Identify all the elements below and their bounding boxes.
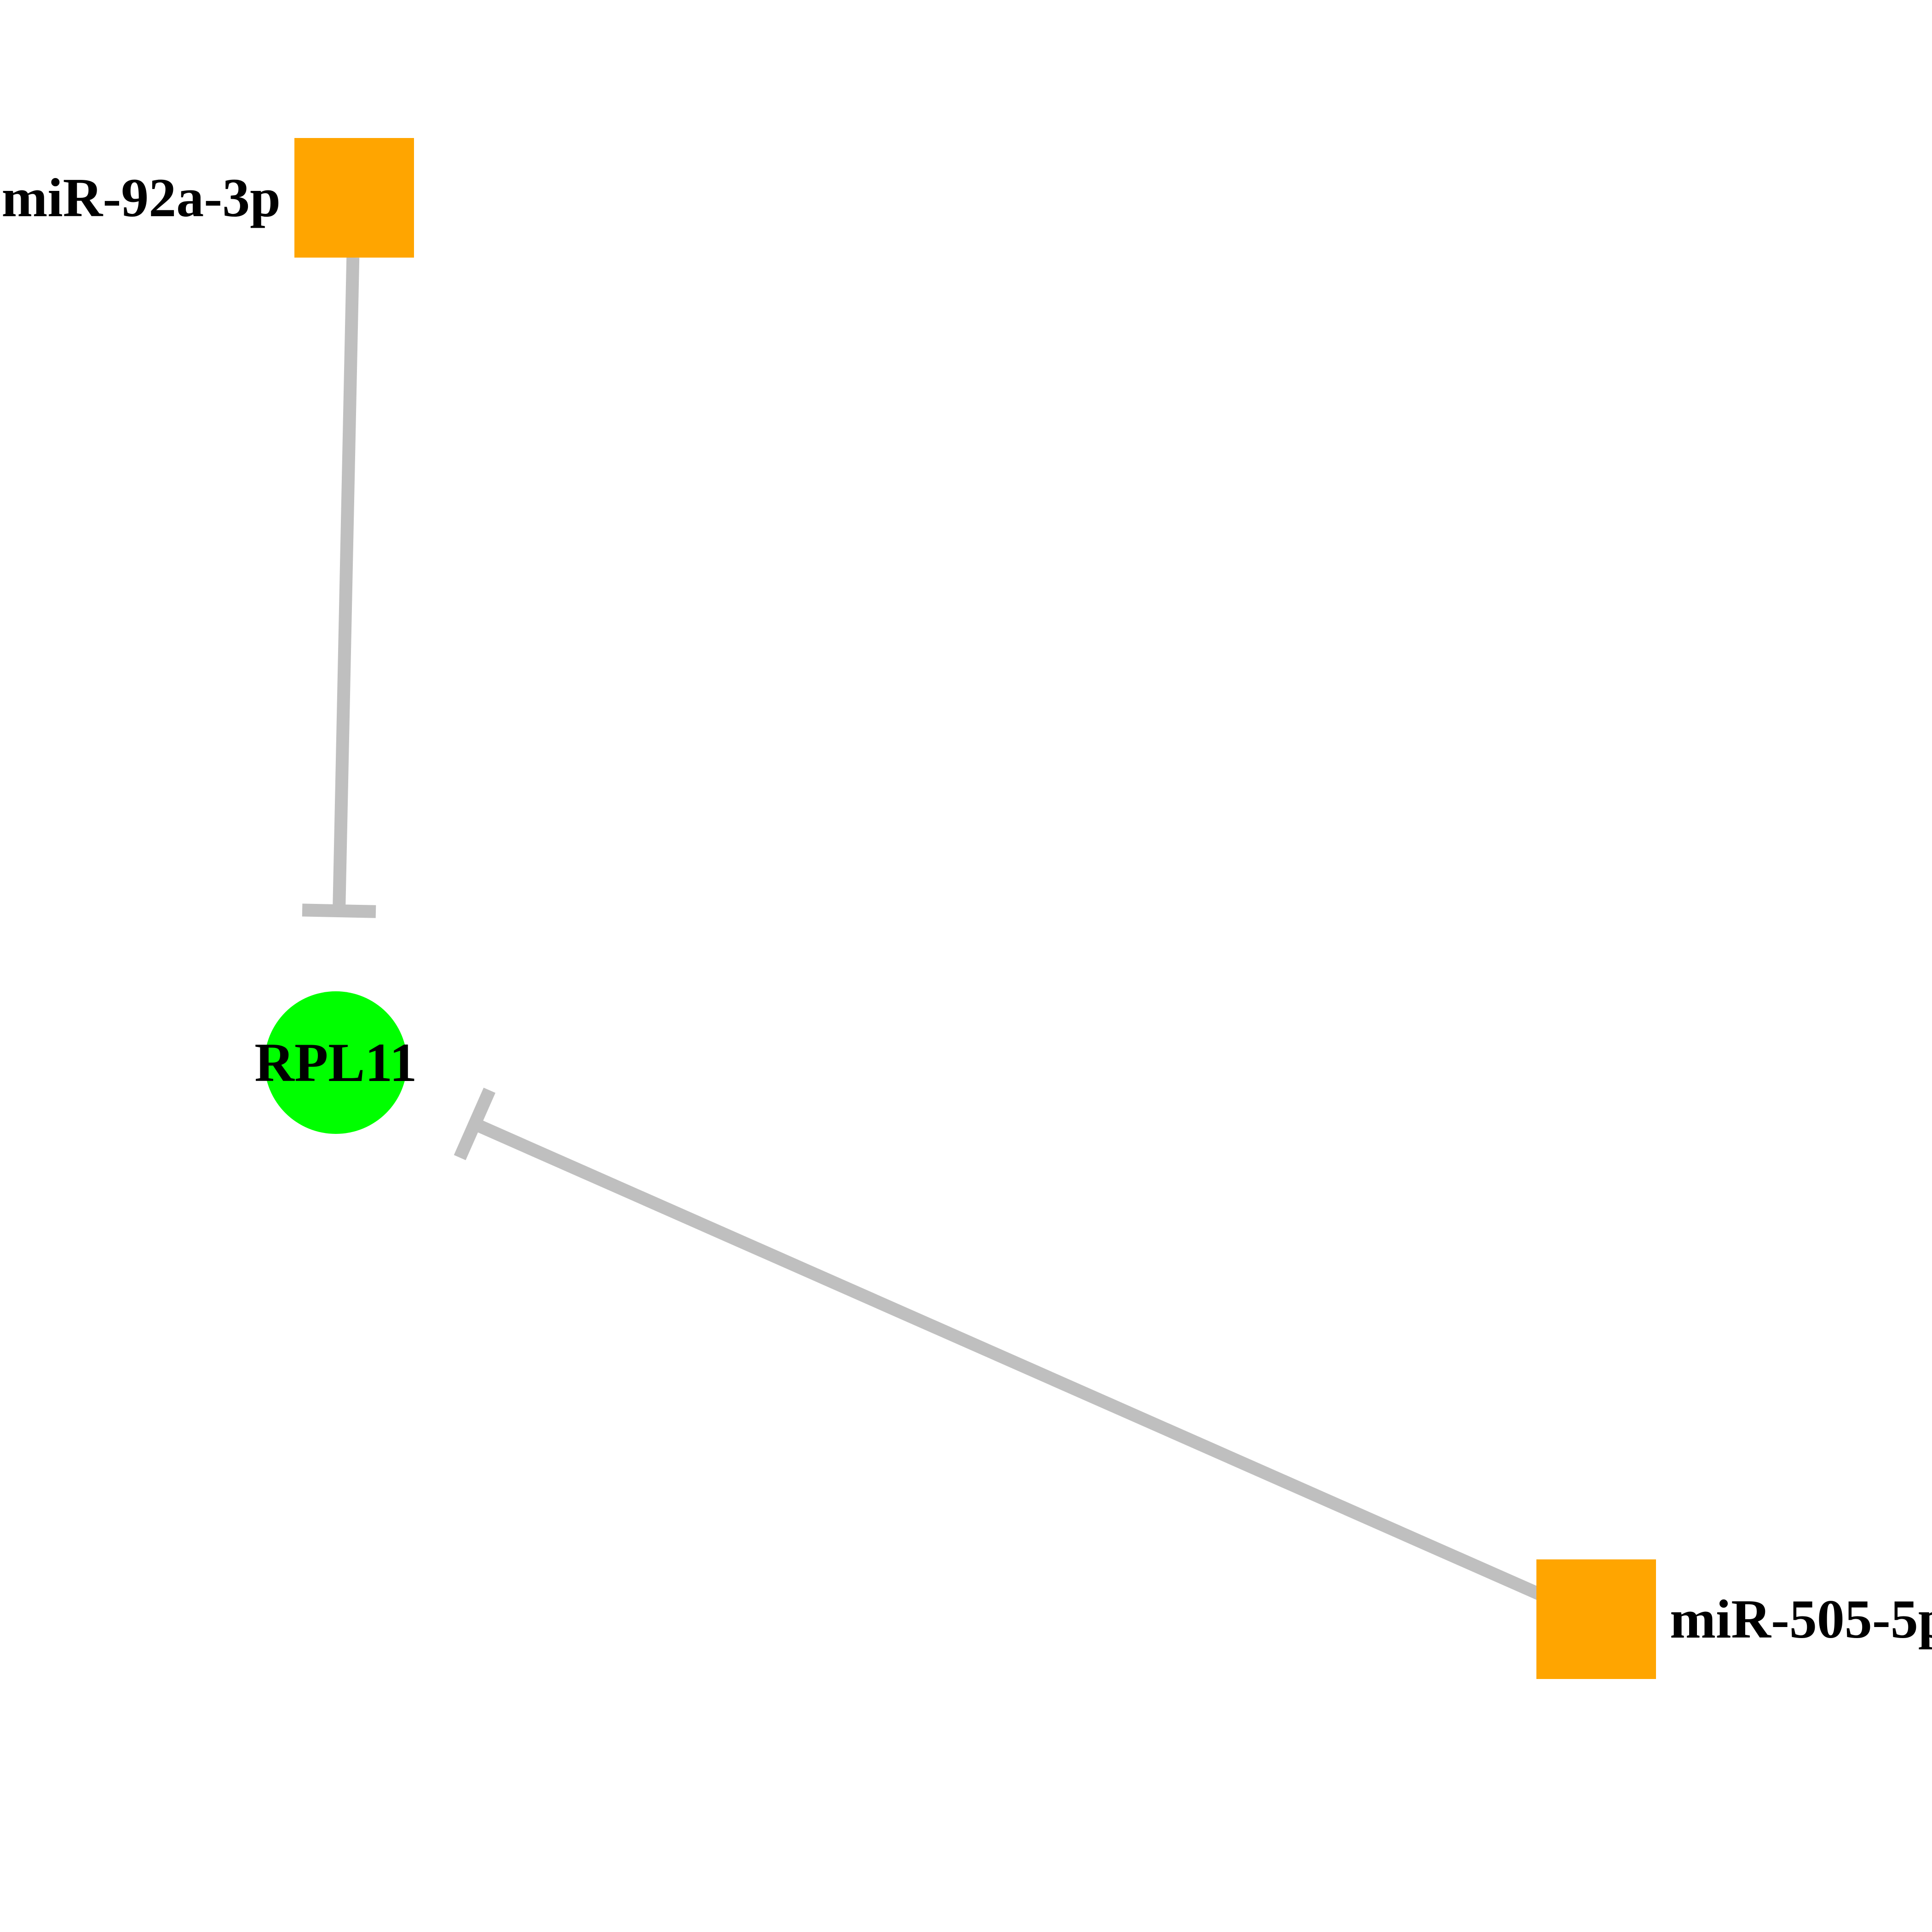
node-label-mir92a3p: miR-92a-3p [1,167,281,228]
network-diagram: miR-92a-3p RPL11 miR-505-5p [0,0,1932,1932]
node-label-mir5055p: miR-505-5p [1670,1588,1932,1650]
node-mir92a3p [294,138,414,258]
node-label-rpl11: RPL11 [254,1032,417,1093]
node-mir5055p [1536,1559,1656,1679]
inhibition-bar [302,910,376,911]
